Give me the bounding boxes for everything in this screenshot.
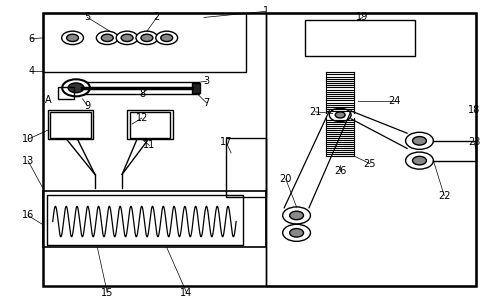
Bar	[43, 13, 477, 285]
Text: 6: 6	[28, 34, 34, 44]
Bar	[306, 21, 414, 55]
Text: 19: 19	[356, 13, 369, 22]
Bar	[127, 110, 172, 139]
Circle shape	[406, 152, 433, 169]
Text: 9: 9	[84, 101, 90, 111]
Circle shape	[283, 224, 311, 241]
Text: 16: 16	[22, 211, 34, 220]
Text: 4: 4	[28, 66, 34, 76]
Text: 11: 11	[143, 140, 156, 150]
Text: 12: 12	[136, 113, 148, 123]
Text: 21: 21	[309, 107, 322, 117]
Circle shape	[413, 156, 426, 165]
Text: 24: 24	[389, 96, 401, 106]
Circle shape	[96, 31, 118, 45]
Text: 2: 2	[154, 13, 160, 22]
Circle shape	[406, 132, 433, 149]
Circle shape	[136, 31, 158, 45]
Circle shape	[62, 31, 83, 45]
Circle shape	[283, 207, 311, 224]
Text: 23: 23	[468, 137, 480, 147]
Circle shape	[101, 34, 113, 42]
Circle shape	[156, 31, 177, 45]
Bar	[226, 138, 266, 197]
Circle shape	[335, 112, 345, 118]
Text: 10: 10	[22, 134, 34, 144]
Circle shape	[67, 34, 79, 42]
Text: 7: 7	[203, 98, 210, 108]
Circle shape	[68, 83, 84, 93]
Circle shape	[62, 79, 90, 96]
Text: 26: 26	[334, 166, 346, 176]
Circle shape	[330, 108, 351, 121]
Text: 17: 17	[220, 137, 233, 147]
Circle shape	[413, 136, 426, 145]
Circle shape	[290, 229, 304, 237]
Text: 13: 13	[22, 156, 34, 166]
Circle shape	[161, 34, 172, 42]
Text: A: A	[44, 95, 51, 105]
Text: 15: 15	[101, 288, 113, 297]
Text: 18: 18	[468, 105, 480, 115]
Circle shape	[290, 211, 304, 220]
Circle shape	[116, 31, 138, 45]
Bar	[191, 83, 200, 93]
Text: 14: 14	[180, 288, 193, 297]
Bar	[266, 13, 477, 285]
Text: 3: 3	[203, 76, 209, 86]
Bar	[130, 113, 170, 138]
Text: 22: 22	[438, 191, 450, 201]
Bar	[43, 13, 246, 72]
Circle shape	[141, 34, 153, 42]
Circle shape	[121, 34, 133, 42]
Bar	[78, 82, 199, 94]
Text: 5: 5	[84, 13, 90, 22]
Text: 25: 25	[364, 159, 376, 169]
Bar	[48, 110, 93, 139]
Bar	[43, 191, 266, 248]
Text: 20: 20	[279, 174, 292, 184]
Bar	[50, 113, 91, 138]
Bar	[58, 87, 74, 99]
Text: 1: 1	[263, 6, 269, 16]
Text: 8: 8	[139, 89, 145, 99]
Bar	[47, 195, 243, 245]
